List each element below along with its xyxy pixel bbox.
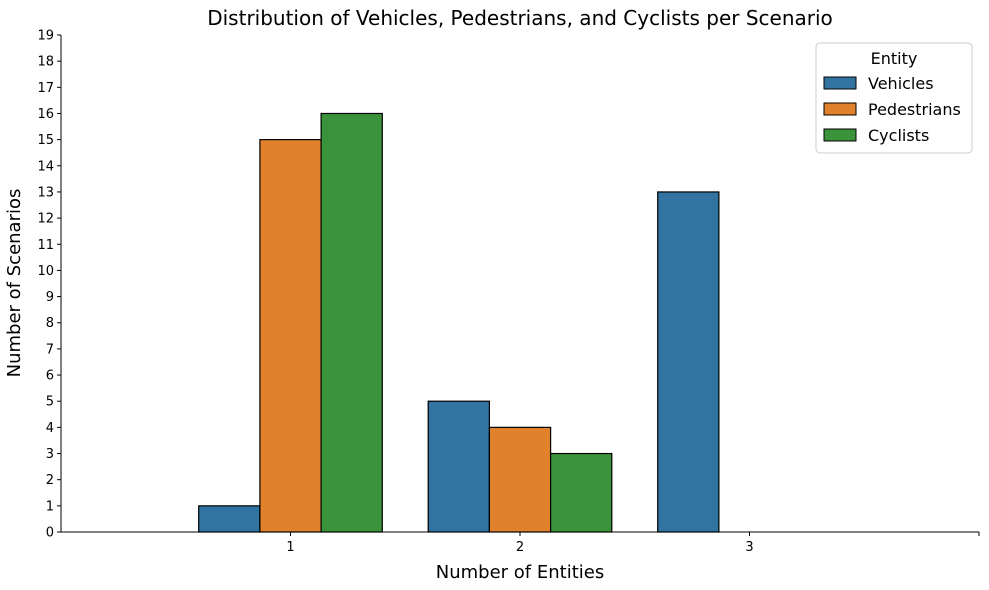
y-axis-title: Number of Scenarios [4, 189, 25, 378]
y-tick-label: 18 [37, 55, 54, 70]
legend-swatch-vehicles [823, 76, 857, 90]
y-tick-label: 14 [37, 159, 54, 174]
chart-title: Distribution of Vehicles, Pedestrians, a… [207, 6, 833, 30]
bars-group [198, 112, 720, 533]
y-tick-label: 15 [37, 133, 54, 148]
x-axis-title: Number of Entities [436, 562, 604, 583]
bar-cyclists-2 [549, 452, 613, 533]
y-tick-label: 5 [46, 395, 54, 410]
y-tick-label: 7 [46, 342, 54, 357]
y-tick-label: 4 [46, 421, 54, 436]
y-tick-label: 17 [37, 81, 54, 96]
legend-swatch-cyclists [823, 128, 857, 142]
y-tick-label: 8 [46, 316, 54, 331]
y-tick-label: 12 [37, 212, 54, 227]
y-tick-label: 16 [37, 107, 54, 122]
y-tick-label: 0 [46, 526, 54, 541]
bar-vehicles-2 [427, 400, 491, 533]
bar-pedestrians-1 [259, 139, 322, 533]
x-tick-label: 1 [286, 540, 294, 555]
legend-label-pedestrians: Pedestrians [868, 100, 961, 119]
legend-frame [815, 42, 973, 154]
y-tick-label: 3 [46, 447, 54, 462]
legend-label-vehicles: Vehicles [868, 74, 934, 93]
y-tick-label: 6 [46, 369, 54, 384]
legend: Entity Vehicles Pedestrians Cyclists [815, 42, 973, 154]
bar-cyclists-1 [320, 112, 383, 533]
y-tick-label: 19 [37, 29, 54, 44]
y-tick-label: 11 [37, 238, 54, 253]
y-tick-label: 10 [37, 264, 54, 279]
legend-items: Vehicles Pedestrians Cyclists [823, 74, 961, 145]
bar-pedestrians-2 [488, 426, 552, 533]
x-axis: 1 2 3 [61, 531, 980, 555]
bar-vehicles-3 [657, 191, 720, 533]
y-tick-label: 13 [37, 185, 54, 200]
x-tick-label: 3 [745, 540, 753, 555]
legend-swatch-pedestrians [823, 102, 857, 116]
x-tick-label: 2 [516, 540, 524, 555]
legend-label-cyclists: Cyclists [868, 126, 929, 145]
y-tick-label: 1 [46, 499, 54, 514]
y-tick-label: 2 [46, 473, 54, 488]
bar-vehicles-1 [198, 505, 261, 533]
legend-title: Entity [871, 49, 918, 68]
y-tick-label: 9 [46, 290, 54, 305]
